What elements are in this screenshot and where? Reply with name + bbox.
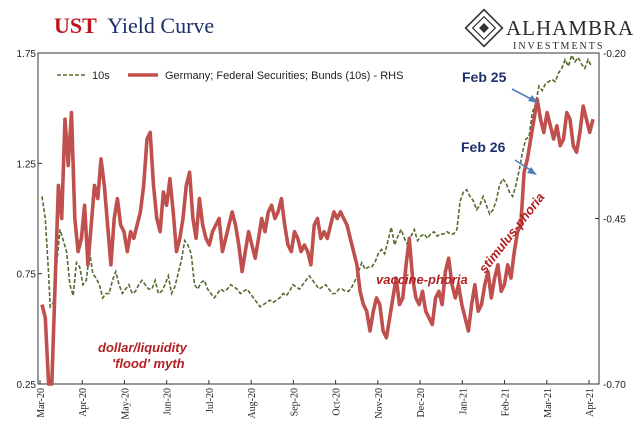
right-tick-label: -0.45: [603, 215, 626, 226]
right-axis: -0.20 -0.45 -0.70: [595, 49, 626, 391]
annotation-feb25: Feb 25: [462, 69, 507, 85]
x-tick-label: Nov-20: [374, 388, 385, 419]
brand-name: ALHAMBRA: [506, 16, 634, 40]
annotation-vaccine: vaccine-phoria: [376, 272, 468, 287]
left-tick-label: 0.75: [17, 270, 37, 281]
title-rest: Yield Curve: [107, 13, 214, 38]
left-tick-label: 1.75: [17, 49, 37, 60]
x-tick-label: Sep-20: [289, 388, 300, 416]
x-tick-label: Jun-20: [163, 388, 174, 415]
annotation-dollar-line2: 'flood' myth: [112, 356, 185, 371]
x-tick-label: Jul-20: [205, 388, 216, 413]
brand-sub: INVESTMENTS: [513, 41, 604, 52]
x-tick-label: May-20: [120, 388, 131, 420]
chart-title: UST Yield Curve: [54, 13, 214, 38]
arrow-feb25: [511, 88, 534, 101]
x-axis: Mar-20 Apr-20 May-20 Jun-20 Jul-20 Aug-20 Sep-…: [36, 380, 596, 420]
alhambra-logo: ALHAMBRA INVESTMENTS: [464, 8, 634, 52]
series-bund-line: [40, 97, 595, 386]
x-tick-label: Apr-21: [585, 388, 596, 417]
left-tick-label: 1.25: [17, 159, 37, 170]
x-tick-label: Oct-20: [332, 388, 343, 416]
legend: 10s Germany; Federal Securities; Bunds (…: [57, 70, 403, 82]
series-10s-line: [41, 53, 593, 310]
x-tick-label: Feb-21: [501, 388, 512, 416]
legend-label-bund: Germany; Federal Securities; Bunds (10s)…: [165, 70, 403, 82]
x-tick-label: Mar-20: [36, 388, 47, 418]
x-tick-label: Dec-20: [416, 388, 427, 417]
annotation-feb26: Feb 26: [461, 139, 506, 155]
x-tick-label: Mar-21: [543, 388, 554, 418]
x-tick-label: Apr-20: [78, 388, 89, 417]
annotation-dollar-line1: dollar/liquidity: [98, 340, 188, 355]
arrowhead-feb25-icon: [528, 95, 538, 103]
x-tick-label: Jan-21: [458, 388, 469, 415]
left-tick-label: 0.25: [17, 380, 37, 391]
arrow-feb26: [514, 159, 533, 172]
right-tick-label: -0.20: [603, 49, 626, 60]
arrowhead-feb26-icon: [527, 167, 537, 175]
right-tick-label: -0.70: [603, 380, 626, 391]
title-highlight: UST: [54, 13, 97, 38]
x-tick-label: Aug-20: [247, 388, 258, 419]
legend-label-10s: 10s: [92, 70, 110, 82]
logo-diamond-icon: [464, 8, 504, 48]
